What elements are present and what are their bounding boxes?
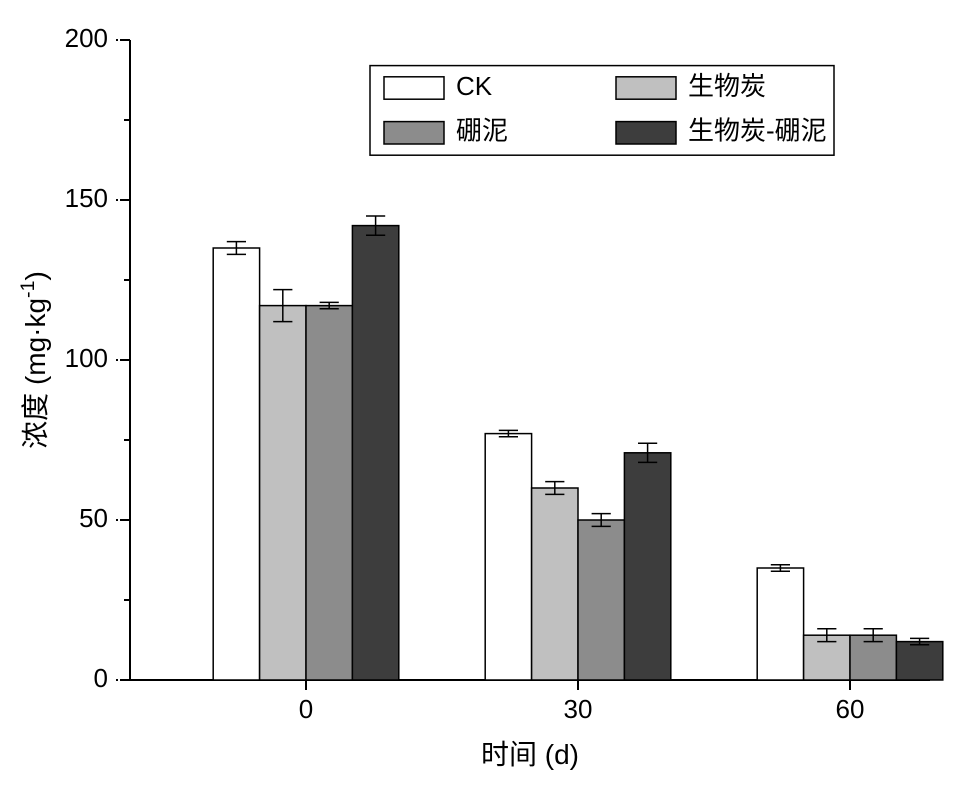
y-tick-label: 150 [65,183,108,213]
bar-combo-60 [896,642,942,680]
bar-biochar-0 [260,306,306,680]
bar-boron_mud-0 [306,306,352,680]
bar-biochar-30 [532,488,578,680]
bar-combo-30 [624,453,670,680]
legend-label-biochar: 生物炭 [688,71,766,101]
bar-CK-0 [213,248,259,680]
bar-chart: 0 50 100 150 200 浓度 (mg·kg-1) 0 30 60 时间 (d) CK 生物炭… [0,0,976,804]
y-tick-label: 0 [94,663,108,693]
bar-CK-30 [485,434,531,680]
y-tick-label: 200 [65,23,108,53]
chart-container: 0 50 100 150 200 浓度 (mg·kg-1) 0 30 60 时间 (d) CK 生物炭… [0,0,976,804]
y-tick-label: 100 [65,343,108,373]
x-axis-label: 时间 (d) [481,739,579,770]
bar-combo-0 [352,226,398,680]
x-tick-label: 30 [564,694,593,724]
x-tick-label: 60 [836,694,865,724]
legend-label-combo: 生物炭-硼泥 [688,116,827,146]
legend-swatch-CK [384,77,444,99]
bar-CK-60 [757,568,803,680]
bar-boron_mud-30 [578,520,624,680]
legend-swatch-boron_mud [384,122,444,144]
legend-label-boron_mud: 硼泥 [456,116,508,146]
legend-swatch-combo [616,122,676,144]
x-tick-label: 0 [299,694,313,724]
legend-label-CK: CK [456,71,493,101]
y-axis-label: 浓度 (mg·kg-1) [17,271,51,449]
y-tick-label: 50 [79,503,108,533]
legend-swatch-biochar [616,77,676,99]
